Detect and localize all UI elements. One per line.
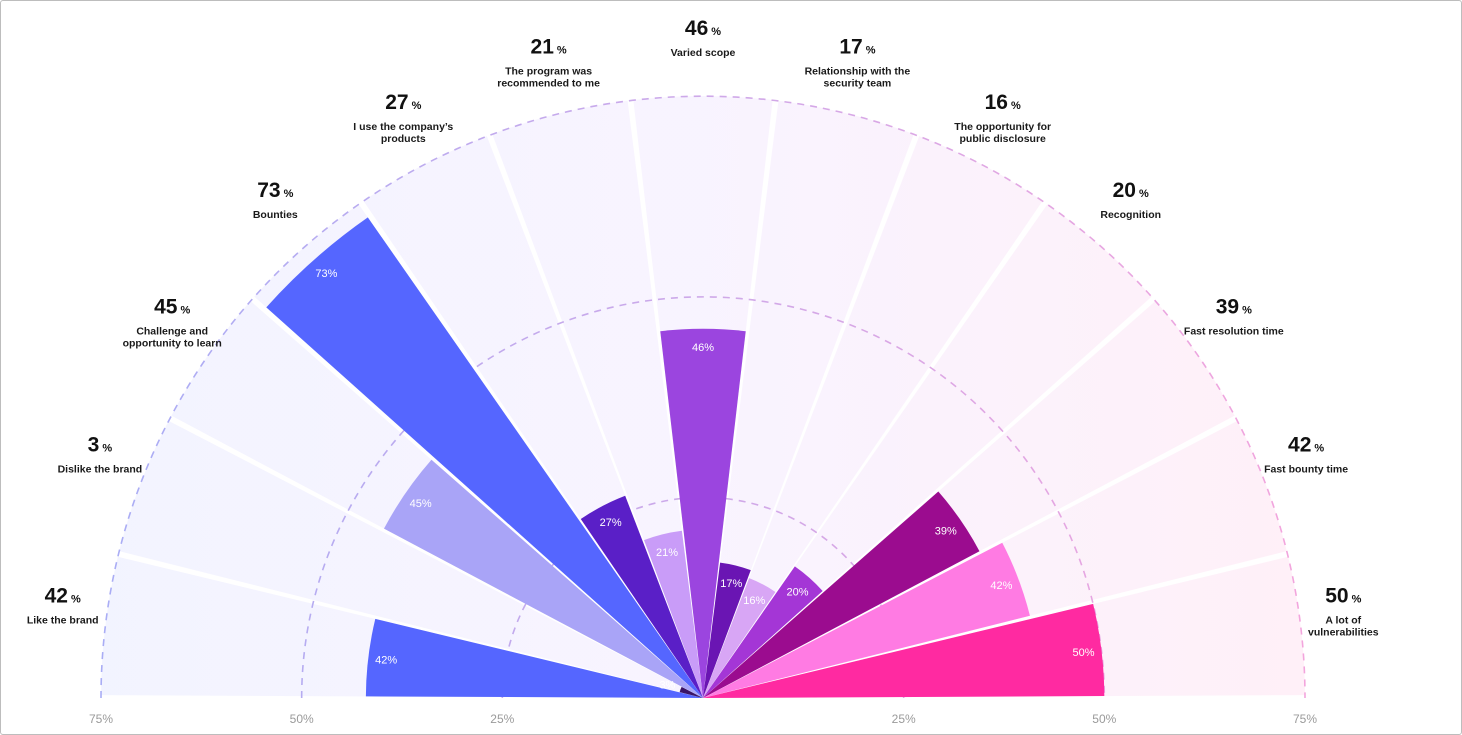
- wedge-value-label: 50%: [1072, 647, 1094, 659]
- wedge-value-label: 20%: [786, 586, 808, 598]
- wedge-value-label: 73%: [315, 268, 337, 280]
- wedge-value-label: 16%: [743, 595, 765, 607]
- wedge: [703, 542, 1030, 698]
- category-label: Varied scope: [671, 47, 736, 59]
- background-sector: [703, 136, 1043, 698]
- wedge: [679, 686, 703, 698]
- category-label: Bounties: [253, 209, 298, 221]
- wedge: [660, 328, 746, 698]
- axis-tick-label: 25%: [490, 712, 514, 726]
- wedge-value-label: 17%: [720, 578, 742, 590]
- category-labels: 42 % Like the brand 3 % Dislike the brand 45 % C…: [27, 17, 1379, 638]
- category-label: Like the brand: [27, 614, 99, 626]
- category-value: 17%: [839, 36, 875, 59]
- axis-tick-label: 50%: [1092, 712, 1116, 726]
- category-value: 21%: [531, 36, 567, 59]
- wedge: [703, 566, 823, 698]
- axis-ticks: 75% 50% 25% 25% 50% 75%: [89, 712, 1317, 726]
- wedge-value-label: 39%: [935, 525, 957, 537]
- category-value: 27%: [385, 91, 421, 114]
- category-label: The program was recommended to me: [497, 66, 600, 90]
- category-label: Fast resolution time: [1184, 326, 1284, 338]
- background-sector: [703, 100, 914, 698]
- gridline-arc: [300, 296, 1106, 699]
- category-value: 50%: [1325, 584, 1361, 607]
- axis-tick-label: 50%: [290, 712, 314, 726]
- wedge-value-label: 3%: [659, 680, 675, 692]
- category-value: 16%: [985, 91, 1021, 114]
- category-label: A lot of vulnerabilities: [1308, 614, 1379, 638]
- wedge-labels: 42% 3% 45% 73% 27% 21% 46% 17%16% 20% 39% 42% 50%: [315, 268, 1094, 692]
- wedge: [266, 217, 703, 698]
- wedge: [703, 603, 1105, 698]
- background-sector: [119, 420, 703, 698]
- data-wedges: [266, 217, 1105, 698]
- category-label: I use the company’s products: [353, 121, 453, 145]
- wedge: [580, 495, 703, 698]
- wedge: [643, 530, 703, 698]
- wedge: [383, 459, 703, 698]
- wedge-value-label: 42%: [990, 580, 1012, 592]
- axis-tick-label: 75%: [1293, 712, 1317, 726]
- category-value: 20%: [1113, 179, 1149, 202]
- wedge: [365, 618, 703, 698]
- category-label: The opportunity for public disclosure: [954, 121, 1051, 145]
- wedge: [703, 491, 980, 698]
- background-sector: [703, 204, 1152, 698]
- gridline-arc: [100, 95, 1306, 699]
- wedge-value-label: 45%: [410, 498, 432, 510]
- category-label: Fast bounty time: [1264, 463, 1348, 475]
- category-label: Challenge and opportunity to learn: [123, 326, 222, 350]
- category-label: Relationship with the security team: [805, 66, 911, 90]
- category-value: 45%: [154, 296, 190, 319]
- category-label: Dislike the brand: [58, 463, 143, 475]
- category-value: 42%: [45, 584, 81, 607]
- wedge-value-label: 42%: [375, 655, 397, 667]
- wedge-value-label: 27%: [600, 517, 622, 529]
- category-value: 3%: [88, 433, 113, 456]
- category-value: 42%: [1288, 433, 1324, 456]
- category-label: Recognition: [1100, 209, 1161, 221]
- wedge: [703, 578, 776, 698]
- wedge: [703, 562, 751, 698]
- axis-tick-label: 25%: [892, 712, 916, 726]
- axis-tick-label: 75%: [89, 712, 113, 726]
- wedge-value-label: 46%: [692, 342, 714, 354]
- category-value: 46%: [685, 17, 721, 40]
- wedge-value-label: 21%: [656, 547, 678, 559]
- category-value: 39%: [1216, 296, 1252, 319]
- category-value: 73%: [257, 179, 293, 202]
